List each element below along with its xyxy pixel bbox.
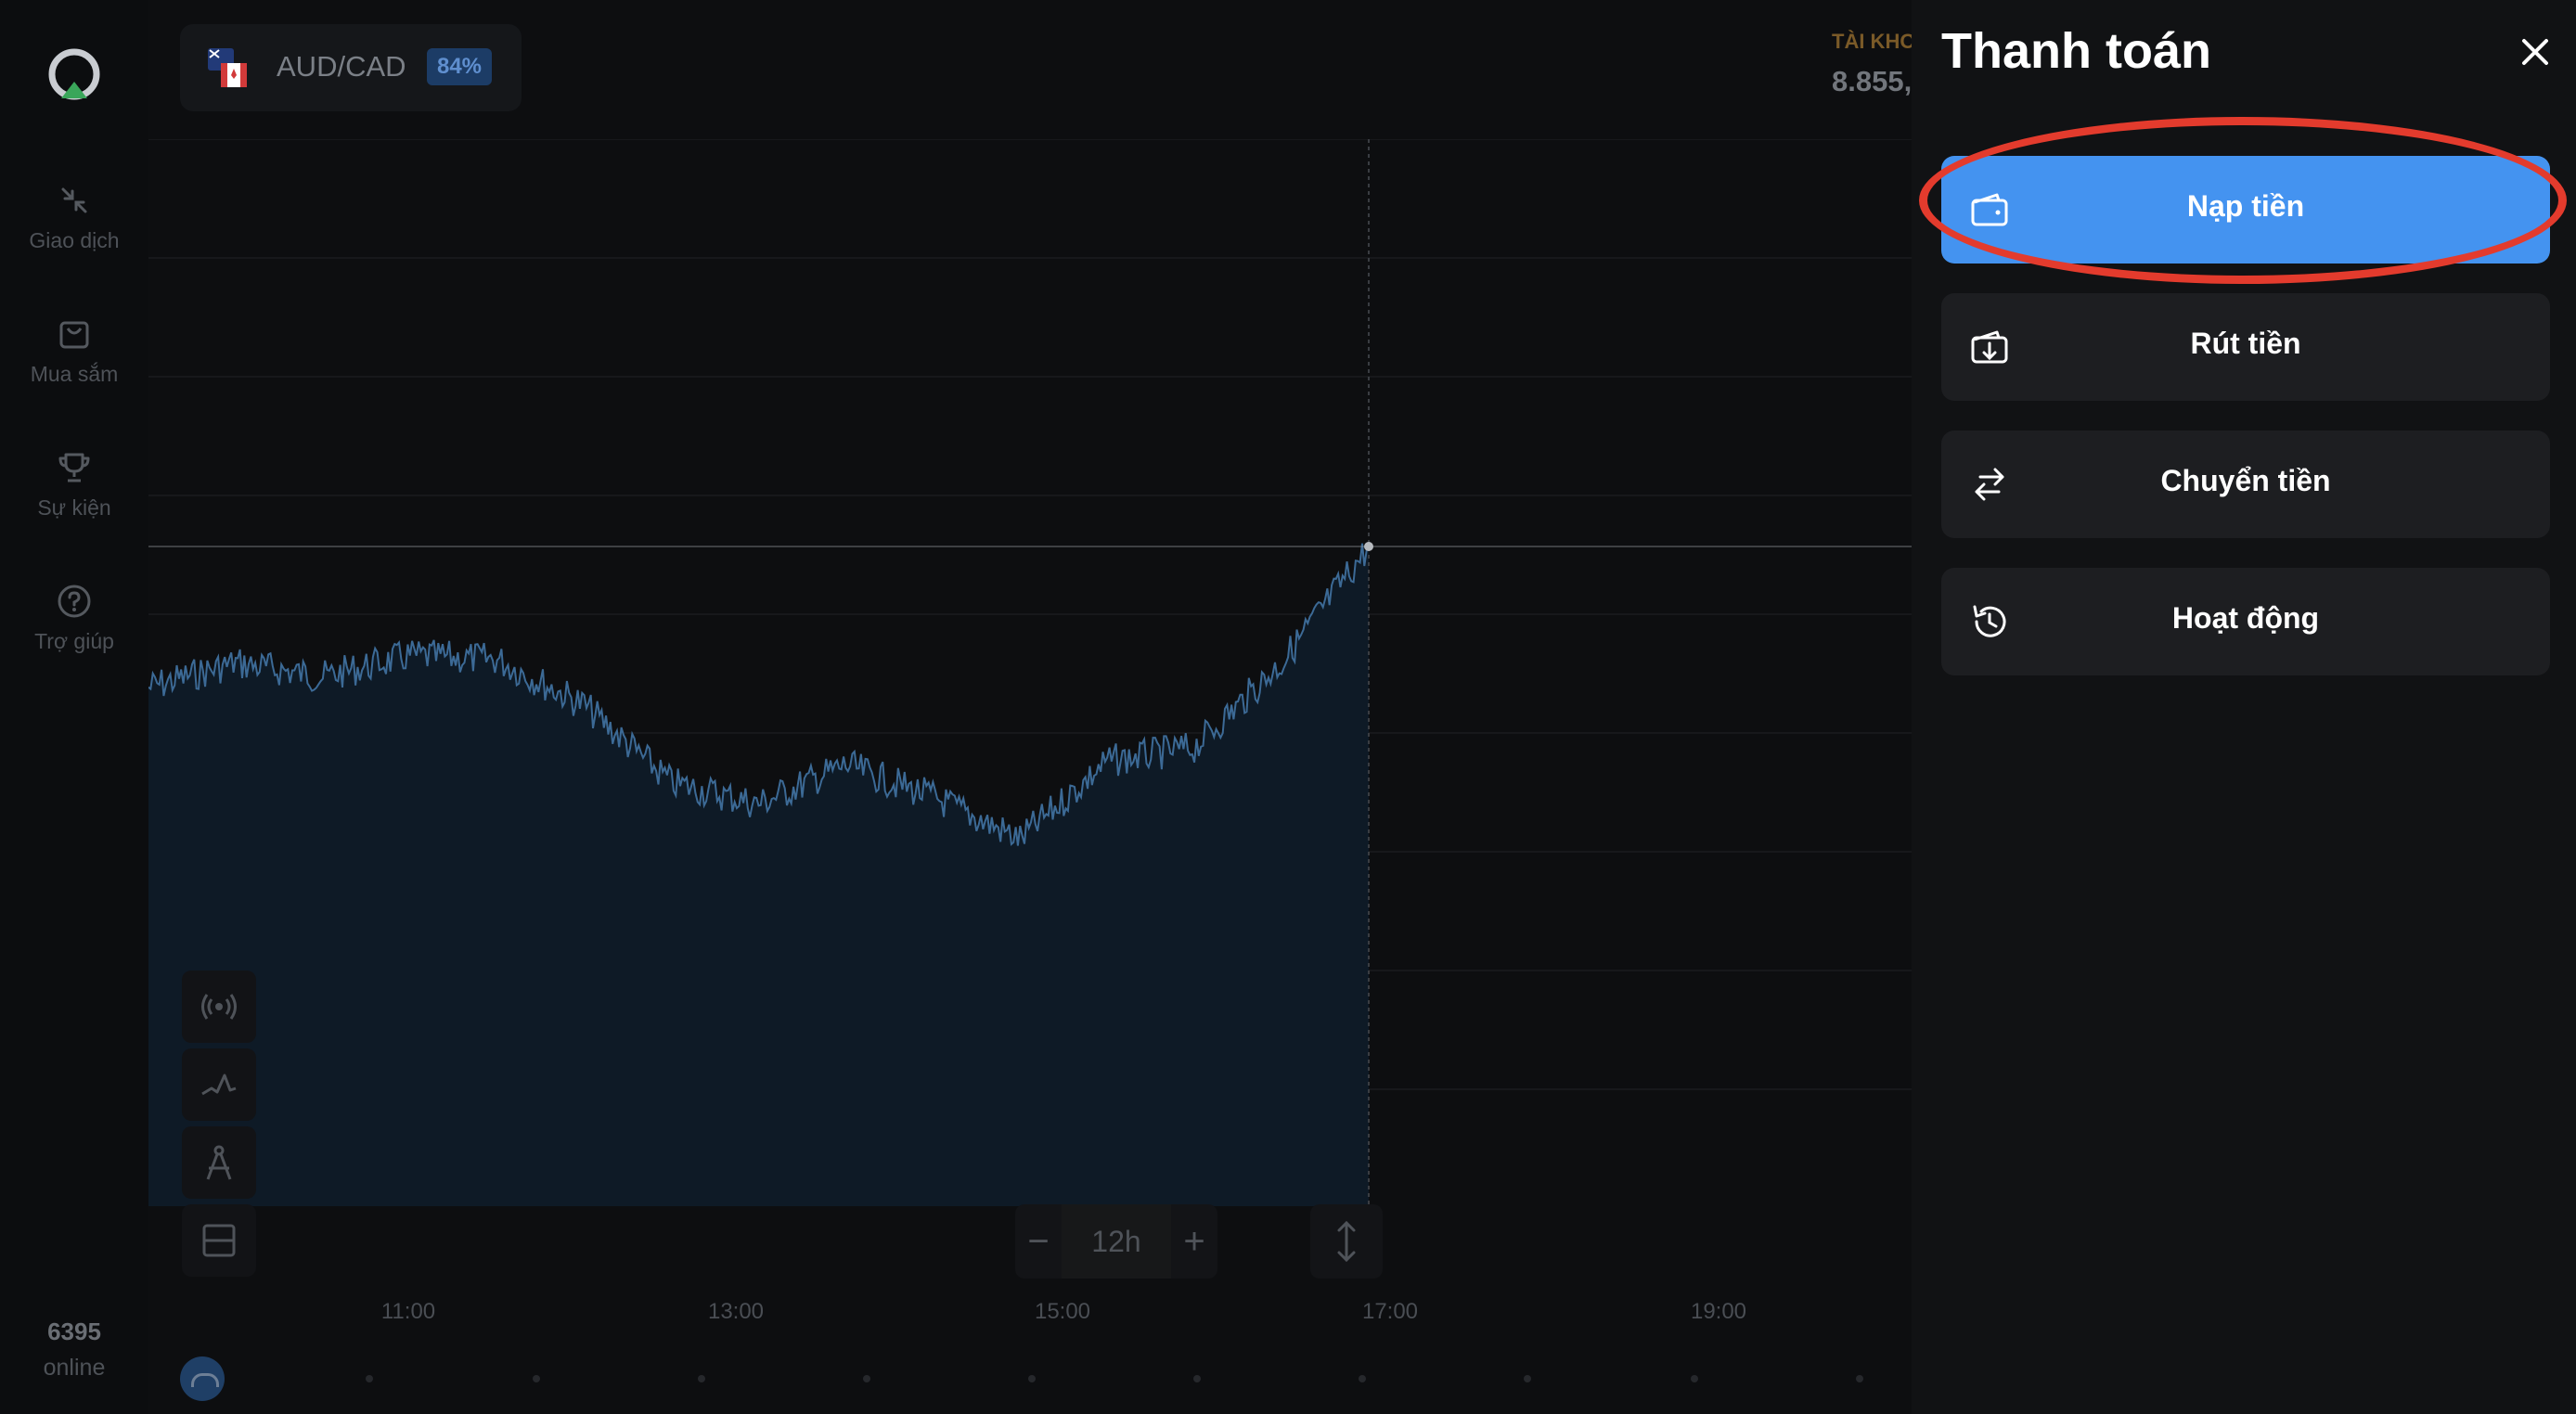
close-icon[interactable] <box>2515 32 2556 72</box>
time-tick: 17:00 <box>1361 1299 1419 1324</box>
axis-dot <box>1856 1375 1863 1382</box>
current-price-marker <box>1364 542 1373 551</box>
wallet-icon <box>1971 193 2008 226</box>
left-sidebar: Giao dịch Mua sắm Sự kiện Trợ giúp 6395 … <box>0 0 148 1414</box>
time-tick: 11:00 <box>380 1299 436 1324</box>
withdraw-label: Rút tiền <box>2190 327 2301 360</box>
zoom-out-button[interactable]: − <box>1027 1221 1050 1262</box>
payment-panel: Thanh toán Nạp tiền Rút tiền Chuyển tiền <box>1912 0 2576 1414</box>
price-chart[interactable] <box>148 139 1912 1206</box>
support-avatar[interactable] <box>180 1356 225 1401</box>
activity-button[interactable]: Hoạt động <box>1941 568 2550 675</box>
sidebar-item-label: Giao dịch <box>29 228 120 252</box>
asset-selector[interactable]: AUD/CAD 84% <box>180 24 522 111</box>
zoom-in-button[interactable]: + <box>1183 1221 1205 1262</box>
withdraw-button[interactable]: Rút tiền <box>1941 293 2550 401</box>
account-balance[interactable]: 8.855, <box>1832 65 1912 97</box>
sidebar-item-label: Trợ giúp <box>34 629 114 653</box>
sidebar-item-trade[interactable]: Giao dịch <box>0 182 148 253</box>
online-count: 6395 <box>47 1318 101 1345</box>
zoom-level: 12h <box>1062 1204 1171 1279</box>
panel-title: Thanh toán <box>1941 23 2211 79</box>
axis-dot <box>366 1375 373 1382</box>
axis-dot <box>1028 1375 1036 1382</box>
transfer-button[interactable]: Chuyển tiền <box>1941 431 2550 538</box>
axis-dot <box>1193 1375 1201 1382</box>
signals-button[interactable] <box>182 971 256 1043</box>
axis-dot <box>1359 1375 1366 1382</box>
drawing-tools-button[interactable] <box>182 1126 256 1199</box>
layout-button[interactable] <box>182 1204 256 1277</box>
deposit-label: Nạp tiền <box>2186 189 2305 223</box>
autoscale-button[interactable] <box>1310 1204 1383 1279</box>
sidebar-item-shop[interactable]: Mua sắm <box>0 315 148 387</box>
compass-icon <box>206 1145 232 1180</box>
flag-icon <box>208 48 247 87</box>
shopping-bag-icon <box>59 321 89 349</box>
axis-dot <box>1691 1375 1698 1382</box>
deposit-button[interactable]: Nạp tiền <box>1941 156 2550 264</box>
sidebar-item-label: Mua sắm <box>30 362 119 386</box>
axis-dot <box>698 1375 705 1382</box>
brand-logo-icon[interactable] <box>46 48 102 104</box>
help-circle-icon <box>58 585 91 618</box>
vertical-arrows-icon <box>1337 1220 1356 1263</box>
arrows-collapse-icon <box>61 187 87 213</box>
layout-split-icon <box>202 1224 236 1257</box>
trophy-icon <box>58 453 90 482</box>
time-tick: 13:00 <box>707 1299 765 1324</box>
axis-dot <box>863 1375 870 1382</box>
history-icon <box>1973 605 2006 637</box>
activity-label: Hoạt động <box>2171 601 2320 635</box>
sidebar-item-events[interactable]: Sự kiện <box>0 449 148 521</box>
online-label: online <box>43 1355 106 1381</box>
price-area <box>148 543 1369 1206</box>
indicators-button[interactable] <box>182 1048 256 1121</box>
sidebar-item-label: Sự kiện <box>37 495 111 520</box>
transfer-arrows-icon <box>1975 468 2004 501</box>
payout-badge: 84% <box>427 48 492 85</box>
broadcast-icon <box>201 994 237 1020</box>
axis-dot <box>533 1375 540 1382</box>
indicator-line-icon <box>201 1073 237 1096</box>
axis-dot <box>1524 1375 1531 1382</box>
time-tick: 15:00 <box>1034 1299 1091 1324</box>
account-label: TÀI KHOẢN <box>1832 30 1912 53</box>
withdraw-icon <box>1971 330 2008 364</box>
asset-name: AUD/CAD <box>277 50 406 83</box>
transfer-label: Chuyển tiền <box>2160 464 2331 497</box>
time-tick: 19:00 <box>1690 1299 1747 1324</box>
sidebar-item-help[interactable]: Trợ giúp <box>0 583 148 654</box>
price-line <box>148 543 1370 846</box>
zoom-control: − 12h + <box>1015 1204 1217 1279</box>
